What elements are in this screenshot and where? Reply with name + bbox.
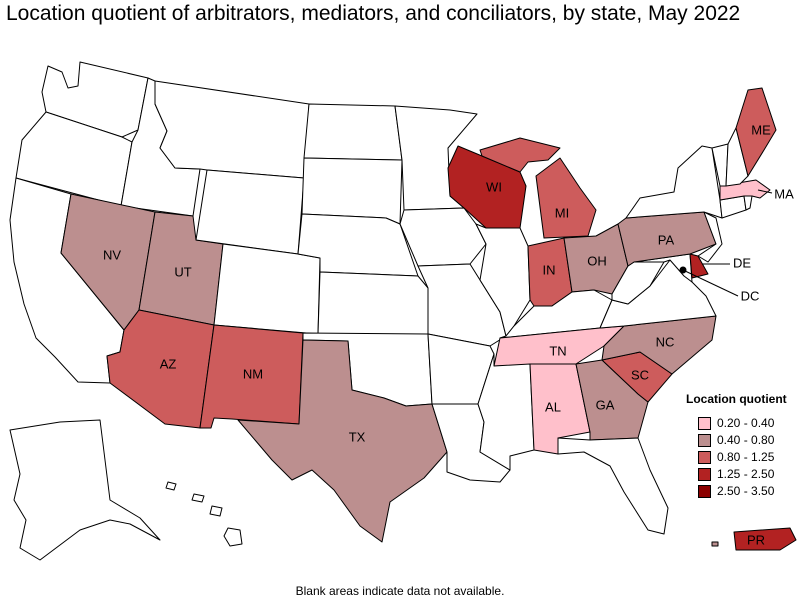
label-pa: PA	[658, 232, 675, 247]
label-tx: TX	[349, 429, 366, 444]
map-title: Location quotient of arbitrators, mediat…	[6, 2, 741, 25]
label-me: ME	[751, 122, 771, 137]
label-in: IN	[543, 262, 556, 277]
legend-label: 0.20 - 0.40	[717, 416, 775, 430]
legend-swatch	[698, 416, 711, 430]
state-de[interactable]	[689, 253, 709, 279]
legend-title: Location quotient	[686, 392, 787, 406]
legend-swatch	[698, 467, 711, 481]
state-nj[interactable]	[697, 211, 723, 263]
label-ut: UT	[174, 264, 191, 279]
legend-item: 0.80 - 1.25	[686, 449, 787, 465]
label-nv: NV	[103, 247, 121, 262]
label-ga: GA	[596, 397, 615, 412]
label-pr: PR	[747, 532, 765, 547]
state-ks[interactable]	[317, 271, 429, 335]
label-wi: WI	[486, 179, 502, 194]
legend-item: 0.40 - 0.80	[686, 432, 787, 448]
legend-label: 0.80 - 1.25	[717, 450, 775, 464]
legend-swatch	[698, 433, 711, 447]
footnote: Blank areas indicate data not available.	[295, 584, 505, 598]
state-sd[interactable]	[301, 157, 403, 225]
legend-label: 0.40 - 0.80	[717, 433, 775, 447]
state-nd[interactable]	[303, 103, 403, 161]
state-fl[interactable]	[557, 437, 669, 535]
state-co[interactable]	[213, 243, 321, 335]
state-mi[interactable]	[479, 137, 597, 239]
state-mt[interactable]	[154, 80, 310, 179]
legend-item: 2.50 - 3.50	[686, 483, 787, 499]
state-tx[interactable]	[237, 339, 448, 543]
ma-leader	[757, 189, 773, 194]
legend-item: 1.25 - 2.50	[686, 466, 787, 482]
puerto-rico-islet	[711, 541, 719, 547]
label-az: AZ	[160, 356, 177, 371]
label-tn: TN	[549, 343, 566, 358]
legend-item: 0.20 - 0.40	[686, 415, 787, 431]
legend: Location quotient 0.20 - 0.40 0.40 - 0.8…	[686, 392, 787, 499]
label-mi: MI	[555, 205, 569, 220]
label-oh: OH	[587, 253, 607, 268]
label-al: AL	[545, 399, 561, 414]
legend-swatch	[698, 450, 711, 464]
state-hi[interactable]	[165, 481, 243, 547]
state-nh[interactable]	[725, 127, 749, 187]
state-pr[interactable]	[733, 527, 797, 551]
label-de: DE	[733, 255, 751, 270]
state-ri[interactable]	[743, 195, 753, 211]
label-sc: SC	[631, 367, 649, 382]
label-ma: MA	[774, 186, 794, 201]
state-ny[interactable]	[625, 145, 723, 219]
legend-label: 2.50 - 3.50	[717, 484, 775, 498]
label-dc: DC	[741, 288, 760, 303]
label-nc: NC	[656, 334, 675, 349]
dc-leader	[682, 269, 739, 297]
state-wy[interactable]	[195, 169, 305, 255]
legend-swatch	[698, 484, 711, 498]
state-me[interactable]	[735, 87, 777, 177]
legend-label: 1.25 - 2.50	[717, 467, 775, 481]
label-nm: NM	[243, 366, 263, 381]
state-ak[interactable]	[9, 419, 161, 561]
